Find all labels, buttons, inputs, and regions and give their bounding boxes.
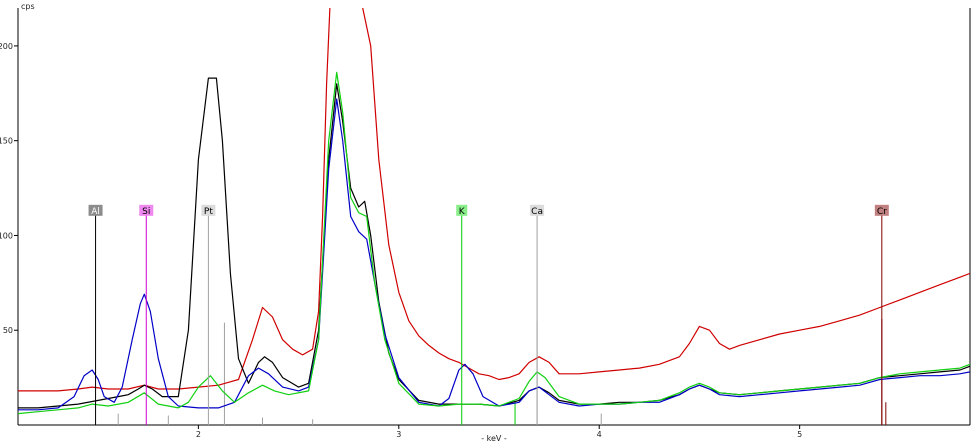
y-axis-label: cps	[21, 2, 35, 11]
x-tick-label-0: 2	[196, 430, 201, 439]
peak-marker-ca: Ca	[530, 204, 545, 425]
peak-marker-label: Pt	[204, 207, 213, 217]
peak-marker-cr: Cr	[874, 204, 889, 425]
series-line-3	[18, 71, 970, 415]
y-tick-label-3: 200	[0, 42, 13, 51]
spectrum-series	[18, 8, 970, 415]
peak-marker-k: K	[456, 204, 468, 425]
series-line-0	[18, 8, 970, 392]
x-tick-label-3: 5	[797, 430, 802, 439]
y-tick-label-2: 150	[0, 137, 13, 146]
peak-marker-label: Ca	[531, 207, 543, 217]
peak-marker-al: Al	[88, 204, 103, 425]
peak-marker-label: K	[459, 207, 466, 217]
x-tick-label-2: 4	[597, 430, 602, 439]
x-tick-label-1: 3	[396, 430, 401, 439]
peak-marker-box	[201, 204, 216, 216]
peak-marker-label: Cr	[877, 207, 887, 217]
peak-marker-label: Si	[142, 207, 150, 217]
peak-marker-box	[139, 204, 154, 216]
y-tick-label-0: 50	[3, 326, 13, 335]
axes	[17, 8, 971, 426]
y-tick-label-1: 100	[0, 231, 13, 240]
peak-marker-pt: Pt	[201, 204, 216, 425]
peak-marker-si: Si	[139, 204, 154, 425]
peak-marker-label: Al	[91, 207, 100, 217]
series-line-2	[18, 98, 970, 411]
peak-marker-box	[530, 204, 545, 216]
peak-marker-box	[874, 204, 889, 216]
series-line-1	[18, 77, 970, 409]
ticks: 50 100 150 200 2 3 4 5	[0, 42, 802, 439]
x-axis-label: - keV -	[481, 434, 507, 443]
peak-markers: Al Si Pt K Ca Cr	[88, 204, 889, 425]
peak-marker-box	[88, 204, 103, 216]
minor-element-lines	[117, 318, 887, 425]
peak-marker-box	[456, 204, 468, 216]
